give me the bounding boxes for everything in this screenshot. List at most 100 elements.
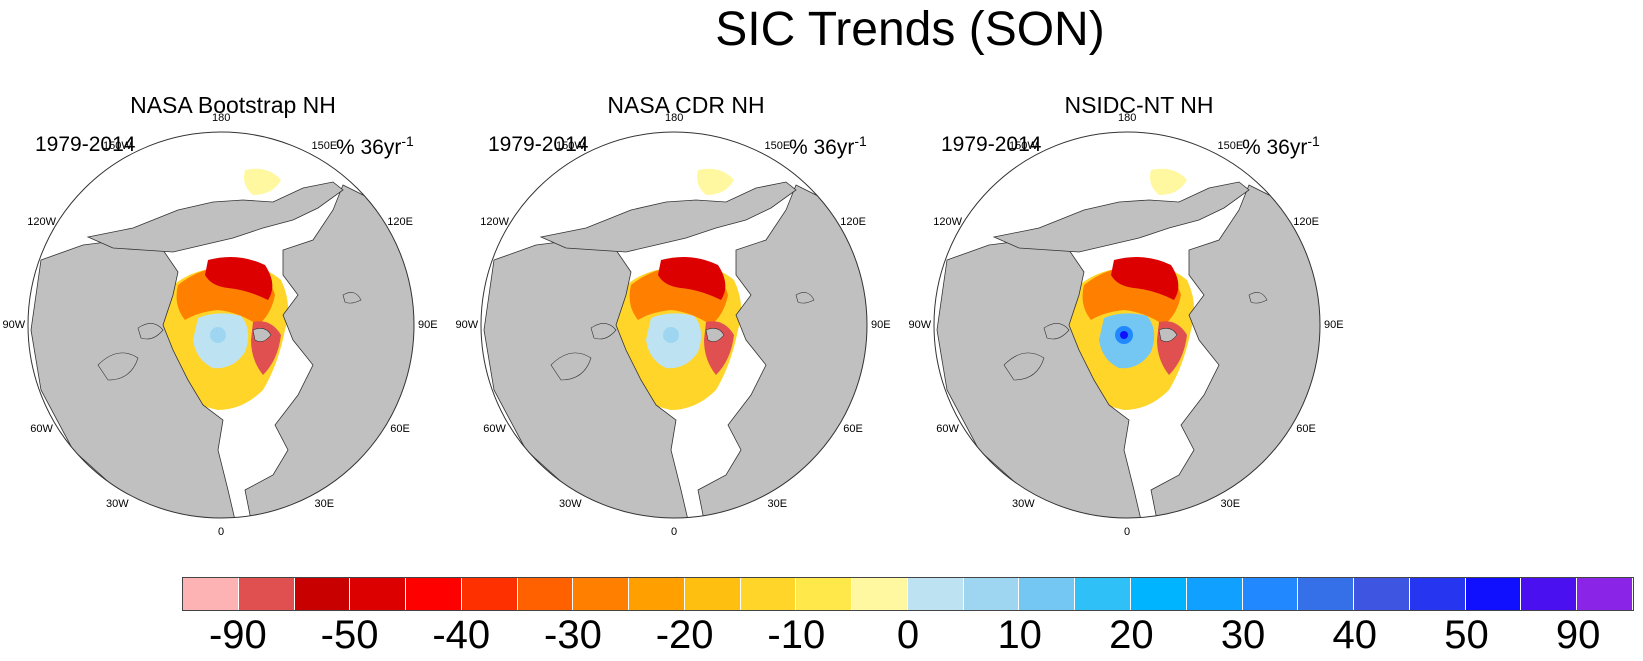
- longitude-label: 0: [1124, 526, 1131, 538]
- colorbar-label: -40: [432, 613, 491, 657]
- colorbar-cell: [406, 578, 462, 610]
- colorbar-cell: [684, 578, 741, 610]
- longitude-label: 90E: [418, 319, 438, 331]
- polar-map: [27, 131, 415, 519]
- longitude-label: 30E: [314, 498, 335, 511]
- colorbar-cell: [294, 578, 351, 610]
- panel-title: NASA Bootstrap NH: [130, 92, 336, 118]
- longitude-label: 180: [1118, 112, 1137, 124]
- period-label: 1979-2014: [488, 133, 589, 156]
- land: [992, 181, 1250, 253]
- island: [252, 328, 272, 342]
- island: [795, 292, 815, 304]
- land: [86, 181, 344, 253]
- longitude-label: 60E: [843, 422, 863, 435]
- period-label: 1979-2014: [941, 133, 1042, 156]
- longitude-label: 180: [665, 112, 684, 124]
- longitude-label: 120E: [387, 215, 413, 228]
- colorbar-cell: [517, 578, 574, 610]
- land: [244, 184, 414, 518]
- sea-ice-trend-patch: [210, 327, 226, 343]
- figure-title: SIC Trends (SON): [715, 3, 1105, 56]
- longitude-label: 90E: [871, 319, 891, 331]
- colorbar-label: -30: [544, 613, 602, 657]
- longitude-label: 30W: [559, 498, 582, 511]
- sea-ice-trend-patch: [1111, 256, 1179, 300]
- longitude-label: 30W: [1012, 498, 1035, 511]
- longitude-label: 120E: [1293, 215, 1319, 228]
- units-label: % 36yr-1: [789, 133, 867, 159]
- colorbar-cell: [796, 578, 853, 610]
- colorbar-label: -10: [767, 613, 826, 657]
- colorbar-label: -20: [655, 613, 714, 657]
- longitude-label: 60E: [390, 422, 410, 435]
- longitude-label: 120W: [933, 215, 962, 228]
- longitude-label: 150W: [103, 139, 132, 152]
- island: [1003, 352, 1045, 381]
- panel-title: NASA CDR NH: [607, 92, 765, 118]
- colorbar-cell: [852, 578, 908, 610]
- colorbar-cell: [1298, 578, 1355, 610]
- island: [137, 323, 164, 340]
- map-content: [28, 132, 414, 518]
- longitude-label: 150E: [1217, 139, 1244, 152]
- longitude-label: 0: [218, 526, 225, 538]
- land: [539, 181, 797, 253]
- sea-ice-trend-patch: [205, 256, 273, 300]
- map-panel-nsidc-nt: NSIDC-NT NH 1979-2014 % 36yr-1 180 150E 12…: [909, 90, 1359, 538]
- colorbar-cell: [183, 578, 239, 610]
- sea-ice-trend-patch: [658, 256, 726, 300]
- map-boundary: [933, 131, 1321, 519]
- colorbar-label: 40: [1332, 613, 1378, 657]
- island: [1043, 323, 1070, 340]
- colorbar-cell: [963, 578, 1020, 610]
- island: [550, 352, 592, 381]
- longitude-label: 60W: [483, 422, 506, 435]
- colorbar-cell: [740, 578, 797, 610]
- longitude-label: 60W: [30, 422, 53, 435]
- units-label: % 36yr-1: [1242, 133, 1320, 159]
- colorbar-label: 20: [1109, 613, 1154, 657]
- island: [590, 323, 617, 340]
- colorbar-label: -90: [208, 613, 267, 657]
- polar-map: [933, 131, 1321, 519]
- sea-ice-trend-patch: [1120, 331, 1128, 339]
- colorbar-label: 10: [997, 613, 1042, 657]
- colorbar-cell: [1577, 578, 1633, 610]
- colorbar-cell: [461, 578, 518, 610]
- sea-ice-trend-patch: [697, 168, 734, 195]
- sea-ice-trend-patch: [244, 168, 281, 195]
- colorbar-label: -50: [320, 613, 379, 657]
- longitude-label: 90E: [1324, 319, 1344, 331]
- colorbar-cell: [1131, 578, 1187, 610]
- colorbar-cell: [1186, 578, 1243, 610]
- longitude-label: 120W: [27, 215, 56, 228]
- land: [1150, 184, 1320, 518]
- longitude-label: 30E: [767, 498, 788, 511]
- map-boundary: [480, 131, 868, 519]
- colorbar-label: 30: [1220, 613, 1266, 657]
- island: [1158, 328, 1178, 342]
- colorbar-cell: [573, 578, 630, 610]
- colorbar-cell: [1354, 578, 1410, 610]
- longitude-label: 60W: [936, 422, 959, 435]
- longitude-label: 90W: [908, 319, 932, 331]
- colorbar-cell: [1409, 578, 1466, 610]
- polar-map: [480, 131, 868, 519]
- longitude-label: 60E: [1296, 422, 1316, 435]
- longitude-label: 150E: [764, 139, 791, 152]
- colorbar-labels: -90 -50 -40 -30 -20 -10 0 10 20 30 40 50 90: [182, 612, 1634, 660]
- colorbar-cell: [1019, 578, 1076, 610]
- colorbar: [182, 577, 1634, 611]
- longitude-label: 0: [671, 526, 678, 538]
- colorbar-label: 50: [1444, 613, 1489, 657]
- land: [697, 184, 867, 518]
- longitude-label: 120W: [480, 215, 509, 228]
- panel-title: NSIDC-NT NH: [1064, 92, 1214, 118]
- sea-ice-trend-patch: [1150, 168, 1187, 195]
- island: [97, 352, 139, 381]
- colorbar-cell: [1075, 578, 1132, 610]
- colorbar-cell: [1521, 578, 1578, 610]
- colorbar-cell: [1465, 578, 1522, 610]
- colorbar-cell: [238, 578, 295, 610]
